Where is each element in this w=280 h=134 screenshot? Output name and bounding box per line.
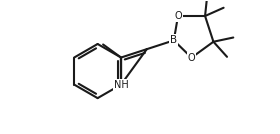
Text: O: O — [174, 11, 182, 21]
Text: O: O — [188, 53, 195, 63]
Text: B: B — [170, 35, 178, 45]
Text: NH: NH — [114, 80, 129, 90]
